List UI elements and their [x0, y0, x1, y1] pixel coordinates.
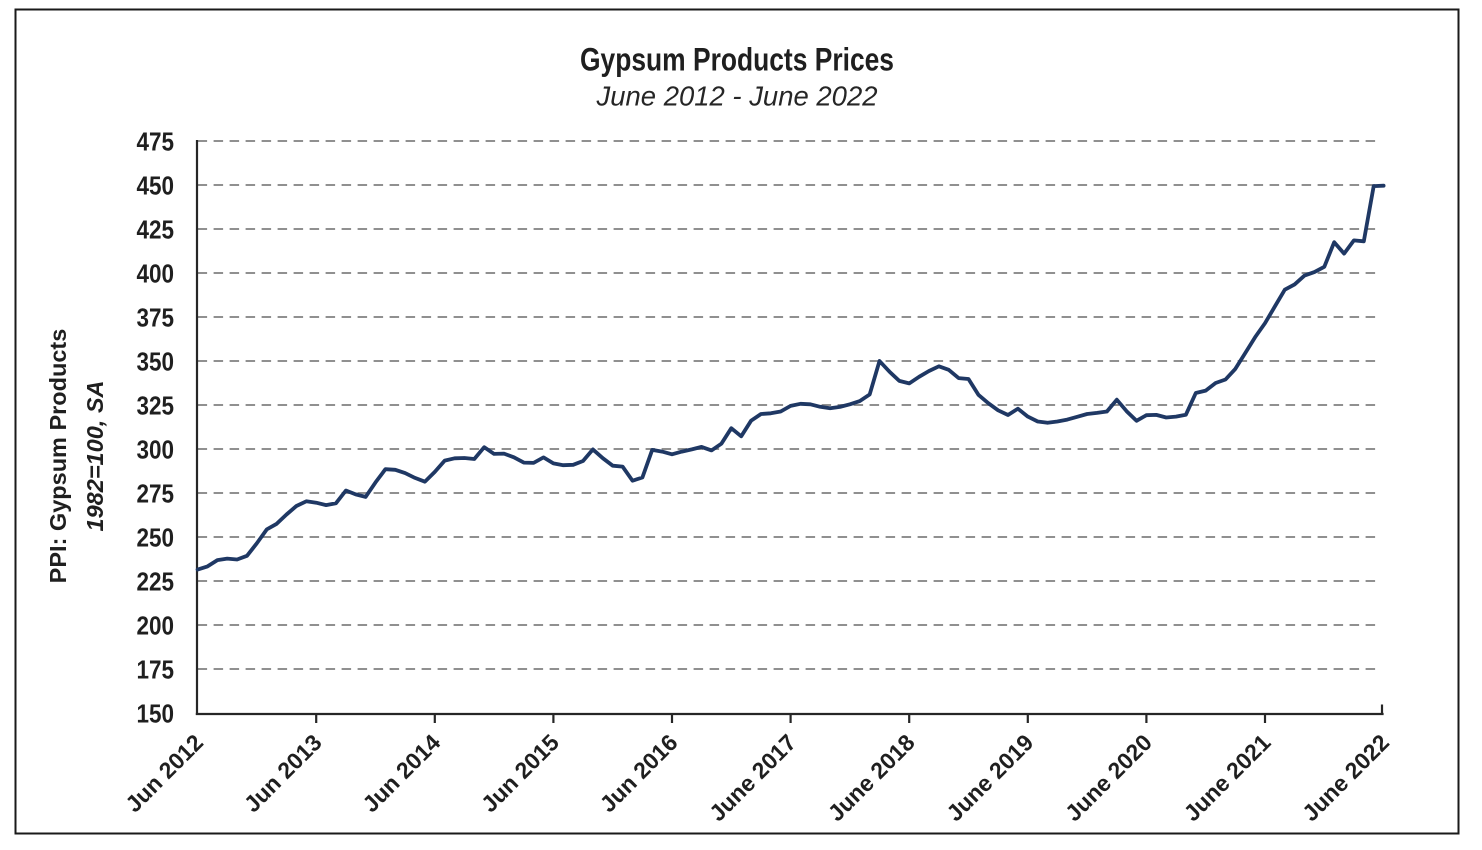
svg-text:PPI: Gypsum Products: PPI: Gypsum Products [45, 329, 71, 584]
svg-text:June 2012 - June 2022: June 2012 - June 2022 [596, 81, 878, 112]
svg-text:175: 175 [137, 654, 175, 684]
svg-text:150: 150 [137, 698, 175, 728]
svg-text:250: 250 [137, 522, 175, 552]
svg-text:1982=100, SA: 1982=100, SA [82, 381, 108, 532]
svg-text:Gypsum Products Prices: Gypsum Products Prices [580, 42, 894, 78]
svg-text:450: 450 [137, 170, 175, 200]
svg-text:400: 400 [137, 258, 175, 288]
svg-text:425: 425 [137, 214, 175, 244]
svg-text:375: 375 [137, 302, 175, 332]
svg-text:475: 475 [137, 126, 175, 156]
svg-text:350: 350 [137, 346, 175, 376]
svg-text:325: 325 [137, 390, 175, 420]
svg-text:225: 225 [137, 566, 175, 596]
svg-text:300: 300 [137, 434, 175, 464]
svg-text:275: 275 [137, 478, 175, 508]
svg-text:200: 200 [137, 610, 175, 640]
